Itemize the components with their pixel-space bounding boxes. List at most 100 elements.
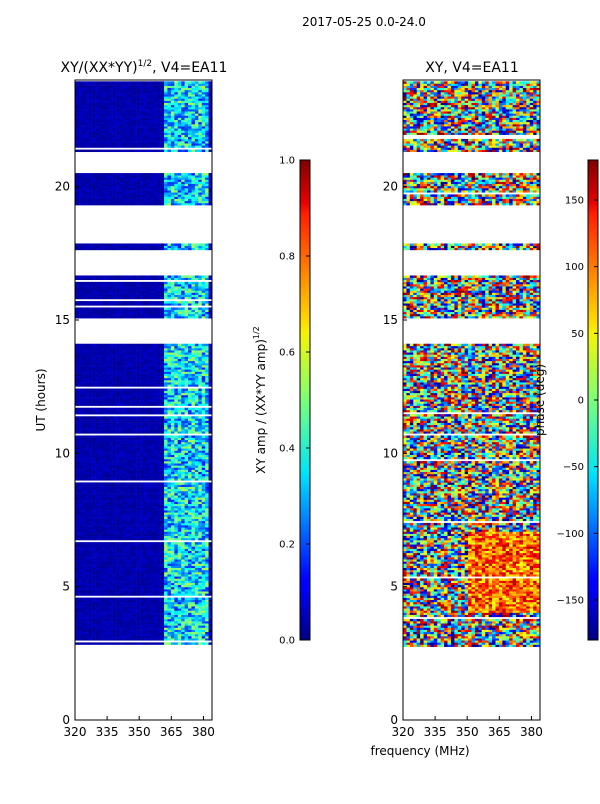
left-heatmap-cell: [160, 544, 165, 547]
left-heatmap-cell: [170, 535, 175, 539]
left-heatmap-cell: [153, 429, 158, 432]
left-heatmap-cell: [136, 482, 141, 485]
left-heatmap-cell: [78, 461, 83, 464]
left-heatmap-cell: [92, 580, 96, 583]
left-heatmap-cell: [160, 565, 165, 569]
left-heatmap-cell: [174, 437, 179, 441]
left-heatmap-cell: [112, 642, 117, 645]
left-heatmap-cell: [198, 520, 203, 524]
left-heatmap-cell: [116, 550, 120, 554]
left-heatmap-cell: [153, 403, 158, 406]
left-heatmap-cell: [119, 638, 124, 641]
left-heatmap-cell: [122, 403, 127, 406]
left-heatmap-cell: [177, 476, 182, 479]
left-heatmap-cell: [153, 525, 158, 528]
left-heatmap-cell: [160, 501, 165, 505]
left-heatmap-cell: [129, 601, 134, 605]
left-heatmap-cell: [112, 441, 117, 445]
left-heatmap-cell: [98, 367, 103, 370]
left-heatmap-cell: [75, 365, 79, 368]
left-heatmap-cell: [181, 527, 185, 530]
left-heatmap-cell: [105, 563, 110, 566]
left-heatmap-cell: [177, 557, 182, 560]
left-heatmap-cell: [129, 608, 134, 611]
left-heatmap-cell: [150, 431, 155, 434]
left-heatmap-cell: [191, 548, 196, 551]
left-heatmap-cell: [105, 418, 110, 421]
left-heatmap-cell: [146, 418, 151, 421]
left-heatmap-cell: [92, 493, 96, 496]
left-heatmap-cell: [150, 616, 155, 620]
left-heatmap-cell: [136, 380, 141, 383]
left-heatmap-cell: [136, 476, 141, 479]
left-heatmap-cell: [102, 589, 107, 592]
left-heatmap-cell: [205, 604, 209, 607]
left-heatmap-cell: [191, 552, 196, 556]
left-heatmap-cell: [88, 578, 93, 581]
left-heatmap-cell: [177, 597, 182, 601]
left-heatmap-cell: [160, 642, 165, 645]
left-heatmap-cell: [143, 542, 148, 545]
left-heatmap-cell: [153, 522, 158, 526]
left-heatmap-cell: [177, 625, 182, 628]
left-heatmap-cell: [140, 631, 144, 635]
left-heatmap-cell: [109, 505, 113, 509]
left-heatmap-cell: [157, 554, 161, 558]
left-heatmap-cell: [136, 537, 141, 541]
left-heatmap-cell: [184, 599, 189, 603]
left-heatmap-cell: [85, 437, 89, 441]
left-heatmap-cell: [208, 629, 213, 633]
left-heatmap-cell: [205, 512, 209, 515]
left-heatmap-cell: [92, 384, 96, 387]
left-heatmap-cell: [157, 463, 161, 466]
left-heatmap-cell: [102, 597, 107, 601]
left-heatmap-cell: [112, 629, 117, 633]
left-heatmap-cell: [75, 465, 79, 468]
left-heatmap-cell: [205, 446, 209, 449]
left-heatmap-cell: [184, 520, 189, 524]
left-heatmap-cell: [150, 636, 155, 639]
left-heatmap-cell: [167, 627, 172, 630]
left-heatmap-cell: [188, 441, 192, 445]
left-heatmap-cell: [95, 484, 100, 487]
left-heatmap-cell: [92, 533, 96, 537]
left-heatmap-cell: [205, 392, 209, 396]
left-heatmap-cell: [78, 362, 83, 366]
left-heatmap-cell: [157, 569, 161, 573]
left-heatmap-cell: [177, 422, 182, 426]
left-heatmap-cell: [75, 537, 79, 541]
left-heatmap-cell: [136, 636, 141, 639]
left-heatmap-cell: [157, 529, 161, 532]
left-heatmap-cell: [109, 409, 113, 413]
left-heatmap-cell: [95, 606, 100, 609]
left-heatmap-cell: [150, 490, 155, 494]
left-heatmap-cell: [143, 599, 148, 603]
left-heatmap-cell: [136, 390, 141, 394]
left-heatmap-cell: [112, 525, 117, 528]
left-heatmap-cell: [153, 448, 158, 451]
left-heatmap-cell: [208, 490, 213, 494]
left-heatmap-cell: [153, 418, 158, 421]
left-heatmap-cell: [157, 604, 161, 607]
left-heatmap-cell: [177, 578, 182, 581]
left-heatmap-cell: [75, 484, 79, 487]
left-heatmap-cell: [157, 586, 161, 590]
left-heatmap-cell: [167, 636, 172, 639]
left-heatmap-cell: [140, 501, 144, 505]
left-heatmap-cell: [112, 565, 117, 569]
left-heatmap-cell: [119, 629, 124, 633]
left-heatmap-cell: [102, 371, 107, 374]
left-heatmap-cell: [95, 597, 100, 601]
left-heatmap-cell: [116, 397, 120, 400]
left-heatmap-cell: [140, 467, 144, 470]
left-heatmap-cell: [164, 554, 168, 558]
left-heatmap-cell: [143, 397, 148, 400]
left-heatmap-cell: [191, 612, 196, 615]
left-heatmap-cell: [78, 531, 83, 534]
left-heatmap-cell: [143, 565, 148, 569]
left-heatmap-cell: [129, 604, 134, 607]
left-heatmap-cell: [201, 403, 206, 406]
left-heatmap-cell: [164, 424, 168, 428]
left-heatmap-cell: [201, 565, 206, 569]
left-heatmap-cell: [133, 371, 137, 374]
